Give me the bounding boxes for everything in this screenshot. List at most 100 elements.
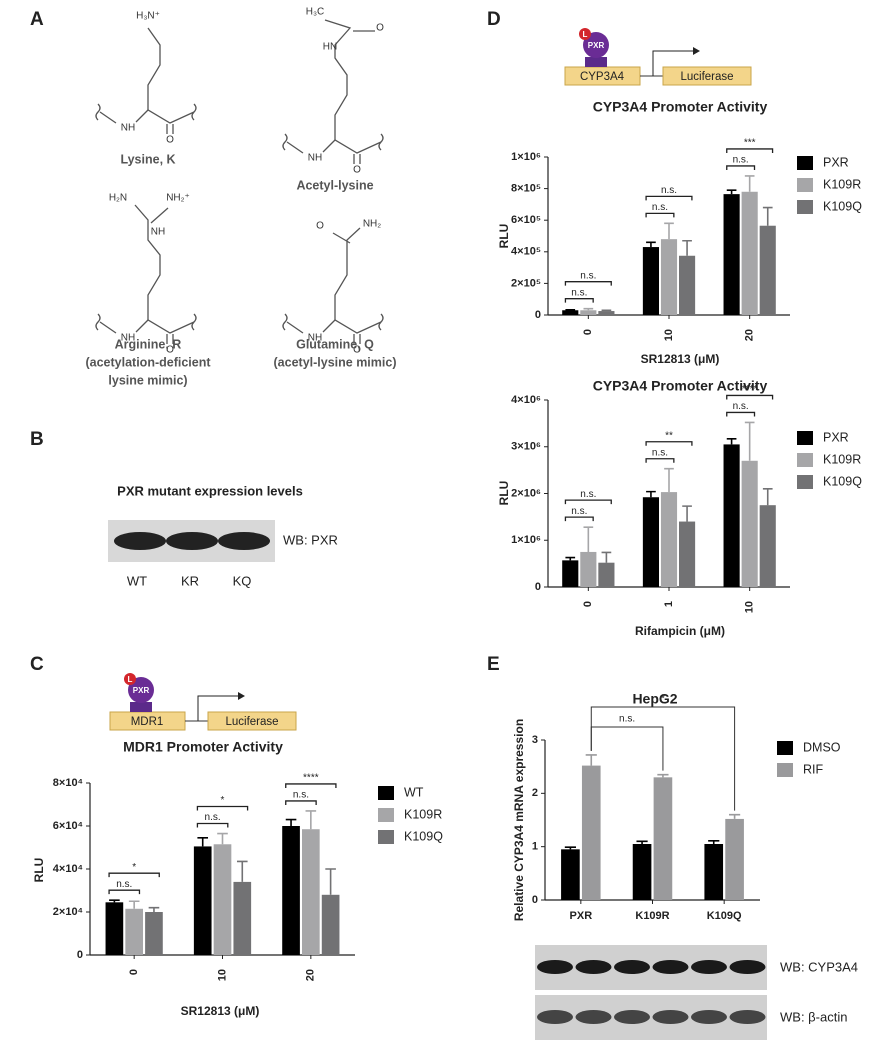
significance-bracket [726, 411, 756, 417]
significance-bracket [564, 516, 594, 522]
ligand [579, 28, 591, 40]
significance-label: n.s. [293, 790, 309, 801]
y-tick-label: 0 [532, 894, 538, 906]
error-bar [726, 189, 737, 195]
error-bar [636, 840, 648, 844]
y-tick-label: 8×10⁴ [53, 777, 83, 789]
y-tick-label: 1 [532, 841, 538, 853]
significance-label: n.s. [661, 185, 677, 196]
chart-title: MDR1 Promoter Activity [123, 739, 283, 755]
legend-swatch [378, 808, 394, 822]
bar [581, 765, 601, 900]
y-tick-label: 8×10⁵ [511, 183, 541, 195]
bar [105, 902, 124, 955]
reporter-label: Luciferase [225, 716, 278, 728]
x-tick-label: K109R [635, 910, 669, 922]
chem-bond [99, 319, 195, 334]
structure-name: Lysine, K [120, 152, 175, 166]
blot-band [575, 960, 612, 974]
legend-label: K109R [823, 177, 861, 191]
error-bar [646, 241, 656, 248]
receptor-dbd [130, 702, 152, 712]
bar [562, 560, 579, 587]
tss-arrowhead [238, 692, 245, 700]
bar [660, 492, 678, 587]
y-tick-label: 4×10⁴ [53, 863, 83, 875]
significance-bracket [726, 394, 774, 400]
x-tick-label: 20 [305, 969, 317, 981]
bar [723, 194, 740, 315]
tss-arrowhead [693, 47, 700, 55]
structure-name: Arginine, R [115, 337, 182, 351]
chem-bond [95, 103, 101, 121]
bar [741, 191, 758, 315]
significance-label: n.s. [580, 270, 596, 281]
legend-swatch [777, 741, 793, 755]
chem-bond [150, 207, 169, 224]
ligand [124, 673, 136, 685]
x-tick-label: 1 [663, 601, 675, 607]
bar [704, 844, 724, 900]
x-tick-label: 10 [663, 329, 675, 341]
structure-name: Glutamine, Q [296, 337, 374, 351]
significance-bracket [564, 281, 612, 286]
significance-label: * [661, 694, 665, 705]
x-axis-label: SR12813 (μM) [641, 352, 720, 366]
error-bar [744, 175, 755, 192]
legend-label: K109R [823, 452, 861, 466]
significance-label: * [132, 862, 136, 873]
panel-label: B [30, 429, 44, 450]
blot-band [537, 960, 573, 974]
atom-label: NH [121, 333, 135, 344]
legend-swatch [797, 156, 813, 170]
significance-bracket [564, 499, 612, 505]
error-bar [236, 860, 248, 882]
y-tick-label: 2 [532, 787, 538, 799]
y-axis-label: RLU [497, 481, 511, 506]
error-bar [682, 505, 692, 522]
reporter-box [207, 711, 297, 731]
bar [723, 444, 740, 587]
blot-label: WB: CYP3A4 [780, 959, 858, 974]
chem-bond [286, 139, 382, 154]
x-tick-label: 10 [216, 969, 228, 981]
x-tick-label: 0 [582, 601, 594, 607]
legend-label: PXR [823, 430, 849, 444]
error-bar [325, 868, 336, 895]
blot-band [114, 532, 166, 550]
atom-label: O [353, 165, 361, 176]
y-axis-label: RLU [497, 224, 511, 249]
significance-label: n.s. [733, 155, 749, 166]
atom-label: O [353, 345, 361, 356]
y-tick-label: 4×10⁶ [511, 394, 541, 406]
bar [125, 908, 143, 955]
y-tick-label: 3 [532, 734, 538, 746]
promoter-label: MDR1 [131, 716, 164, 728]
significance-bracket [645, 212, 675, 218]
atom-label: O [316, 221, 324, 232]
atom-label: NH [308, 153, 322, 164]
error-bar [664, 222, 674, 240]
chem-bond [191, 103, 197, 121]
receptor-label: PXR [133, 686, 150, 695]
y-tick-label: 4×10⁵ [511, 246, 541, 258]
receptor-label: PXR [588, 41, 605, 50]
significance-bracket [645, 195, 693, 201]
significance-label: n.s. [619, 714, 635, 725]
y-tick-label: 2×10⁶ [511, 487, 541, 499]
blot-band [614, 960, 650, 974]
error-bar [583, 526, 594, 552]
significance-label: n.s. [205, 812, 221, 823]
legend-label: DMSO [803, 740, 841, 754]
receptor [583, 32, 609, 58]
x-tick-label: 0 [582, 329, 594, 335]
lane-label: KQ [233, 573, 252, 588]
atom-label: O [376, 23, 384, 34]
bar [759, 225, 776, 315]
chart-title: CYP3A4 Promoter Activity [593, 99, 768, 115]
bar [642, 247, 659, 315]
significance-label: * [221, 795, 225, 806]
tss-arrow [652, 50, 693, 76]
y-axis-label: RLU [32, 858, 46, 883]
atom-label: NH [151, 227, 165, 238]
